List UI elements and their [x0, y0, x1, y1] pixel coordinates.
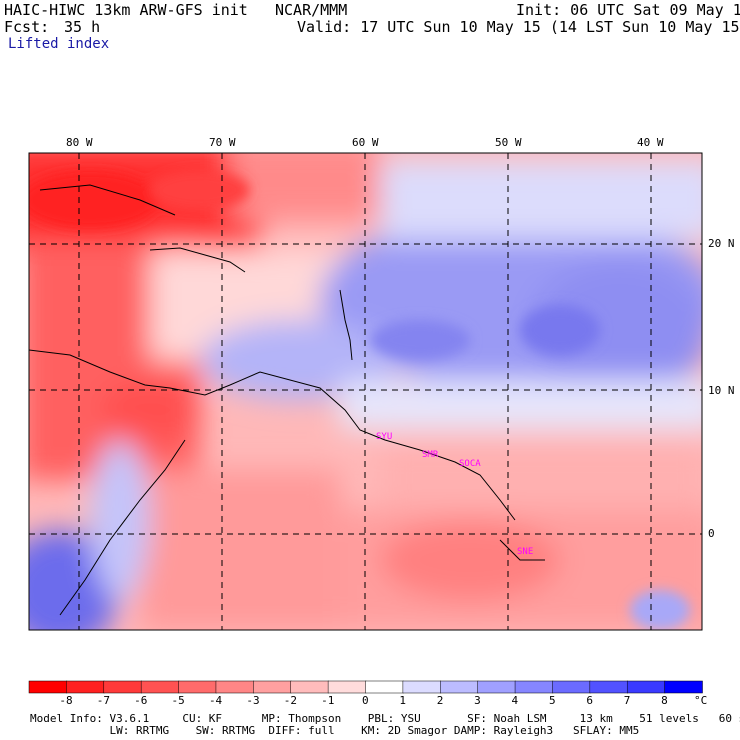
colorbar-swatch	[477, 680, 516, 694]
colorbar-swatch	[253, 680, 292, 694]
station-label-syu: SYU	[376, 432, 393, 442]
colorbar-tick-label: -2	[283, 694, 297, 707]
field-name: Lifted index	[8, 36, 110, 52]
station-label-sne: SNE	[517, 547, 534, 557]
colorbar-tick-label: -5	[171, 694, 185, 707]
colorbar-swatch	[440, 680, 479, 694]
forecast-label: Fcst:	[4, 18, 50, 36]
colorbar-swatch	[589, 680, 628, 694]
station-label-soca: SOCA	[459, 459, 481, 469]
colorbar-swatch	[327, 680, 367, 694]
colorbar-tick-label: -7	[96, 694, 111, 707]
model-title: HAIC-HIWC 13km ARW-GFS init	[4, 1, 248, 19]
colorbar-tick-label: -1	[321, 694, 335, 707]
organization: NCAR/MMM	[275, 1, 348, 19]
lat-label-10n: 10 N	[708, 384, 735, 397]
colorbar-tick-label: 3	[474, 694, 481, 707]
colorbar-tick-label: -3	[246, 694, 260, 707]
lat-label-20n: 20 N	[708, 237, 735, 250]
colorbar-tick-label: -6	[134, 694, 148, 707]
colorbar-swatch	[626, 680, 666, 694]
colorbar-swatch	[215, 680, 255, 694]
colorbar-tick-label: 8	[661, 694, 668, 707]
lon-label-70w: 70 W	[209, 136, 236, 149]
colorbar-swatch	[178, 680, 217, 694]
colorbar-swatch	[514, 680, 554, 694]
colorbar-tick-label: 6	[586, 694, 593, 707]
colorbar-tick-label: -8	[59, 694, 73, 707]
colorbar-tick-label: 4	[511, 694, 519, 707]
forecast-hours: 35 h	[64, 18, 101, 36]
colorbar-swatch	[290, 680, 329, 694]
colorbar-swatch	[66, 680, 105, 694]
colorbar-swatch	[28, 680, 68, 694]
lon-label-50w: 50 W	[495, 136, 522, 149]
colorbar-swatch	[140, 680, 180, 694]
colorbar-swatch	[103, 680, 142, 694]
colorbar-tick-label: 0	[362, 694, 369, 707]
valid-time: Valid: 17 UTC Sun 10 May 15 (14 LST Sun …	[297, 18, 740, 36]
lat-label-0: 0	[708, 527, 715, 540]
colorbar-swatch	[664, 680, 703, 694]
lon-label-40w: 40 W	[637, 136, 664, 149]
colorbar-tick-label: 5	[548, 694, 556, 707]
colorbar-tick-label: -4	[208, 694, 223, 707]
colorbar-swatch	[552, 680, 591, 694]
colorbar-tick-label: 7	[623, 694, 631, 707]
model-info-line2: LW: RRTMG SW: RRTMG DIFF: full KM: 2D Sm…	[30, 724, 640, 737]
colorbar-tick-label: 2	[436, 694, 444, 707]
lon-label-60w: 60 W	[352, 136, 379, 149]
colorbar	[28, 680, 703, 694]
colorbar-unit: °C	[694, 694, 708, 707]
station-label-smr: SMR	[422, 450, 439, 460]
colorbar-swatch	[402, 680, 442, 694]
lon-label-80w: 80 W	[66, 136, 93, 149]
colorbar-swatch	[365, 680, 404, 694]
init-time: Init: 06 UTC Sat 09 May 15	[516, 1, 740, 19]
colorbar-tick-label: 1	[399, 694, 406, 707]
model-info-line1: Model Info: V3.6.1 CU: KF MP: Thompson P…	[30, 712, 740, 725]
